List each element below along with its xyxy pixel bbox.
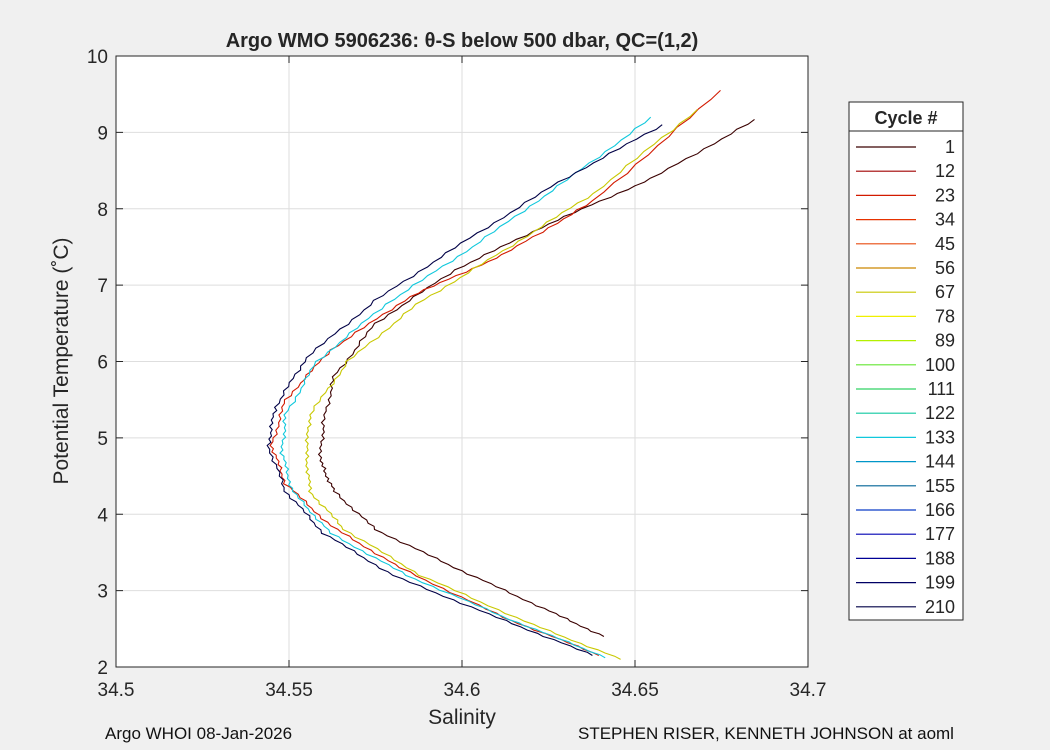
y-tick-label: 4: [97, 505, 108, 526]
legend-label: 23: [935, 185, 955, 205]
legend-label: 199: [925, 573, 955, 593]
footer-left: Argo WHOI 08-Jan-2026: [105, 724, 293, 743]
y-tick-label: 2: [97, 658, 108, 679]
legend-label: 111: [928, 379, 955, 399]
x-axis-ticks: 34.5 34.55 34.6 34.65 34.7: [98, 56, 827, 701]
legend-label: 144: [925, 452, 955, 472]
legend-label: 45: [935, 234, 955, 254]
y-tick-label: 6: [97, 353, 108, 374]
chart-title: Argo WMO 5906236: θ-S below 500 dbar, QC…: [226, 30, 699, 52]
y-tick-label: 9: [97, 123, 108, 144]
x-tick-label: 34.6: [444, 680, 481, 701]
legend-label: 100: [925, 355, 955, 375]
series-line-cycle-67: [304, 109, 698, 660]
series-group: [266, 90, 755, 660]
series-line-cycle-210: [266, 124, 663, 656]
legend: Cycle # 1 12 23 34 45 56 67 78 89 100 111 122 133 144…: [848, 101, 964, 621]
grid-lines: [116, 56, 808, 667]
legend-label: 122: [925, 403, 955, 423]
legend-title: Cycle #: [874, 108, 937, 128]
legend-label: 177: [925, 524, 955, 544]
x-tick-label: 34.55: [265, 680, 313, 701]
legend-label: 188: [925, 548, 955, 568]
y-tick-label: 5: [97, 429, 108, 450]
legend-label: 12: [935, 161, 955, 181]
legend-label: 166: [925, 500, 955, 520]
series-line-cycle-133: [279, 116, 652, 659]
legend-label: 56: [935, 258, 955, 278]
series-line-cycle-1: [317, 118, 755, 637]
legend-items: 1 12 23 34 45 56 67 78 89 100 111 122 133 144 155 166 17…: [856, 137, 955, 617]
legend-label: 67: [935, 282, 955, 302]
legend-label: 78: [935, 306, 955, 326]
y-tick-label: 3: [97, 582, 108, 603]
y-tick-label: 7: [97, 276, 108, 297]
legend-label: 155: [925, 476, 955, 496]
legend-label: 210: [925, 597, 955, 617]
x-tick-label: 34.7: [790, 680, 827, 701]
x-axis-label: Salinity: [428, 706, 496, 729]
x-tick-label: 34.5: [98, 680, 135, 701]
y-axis-ticks: 2 3 4 5 6 7 8 9 10: [87, 47, 808, 679]
legend-label: 133: [925, 427, 955, 447]
y-axis-label: Potential Temperature (˚C): [50, 237, 73, 484]
y-tick-label: 8: [97, 200, 108, 221]
y-tick-label: 10: [87, 47, 108, 68]
legend-label: 1: [945, 137, 955, 157]
legend-label: 34: [935, 210, 955, 230]
series-line-cycle-23: [269, 90, 721, 656]
footer-right: STEPHEN RISER, KENNETH JOHNSON at aoml: [578, 724, 954, 743]
legend-label: 89: [935, 331, 955, 351]
x-tick-label: 34.65: [611, 680, 659, 701]
